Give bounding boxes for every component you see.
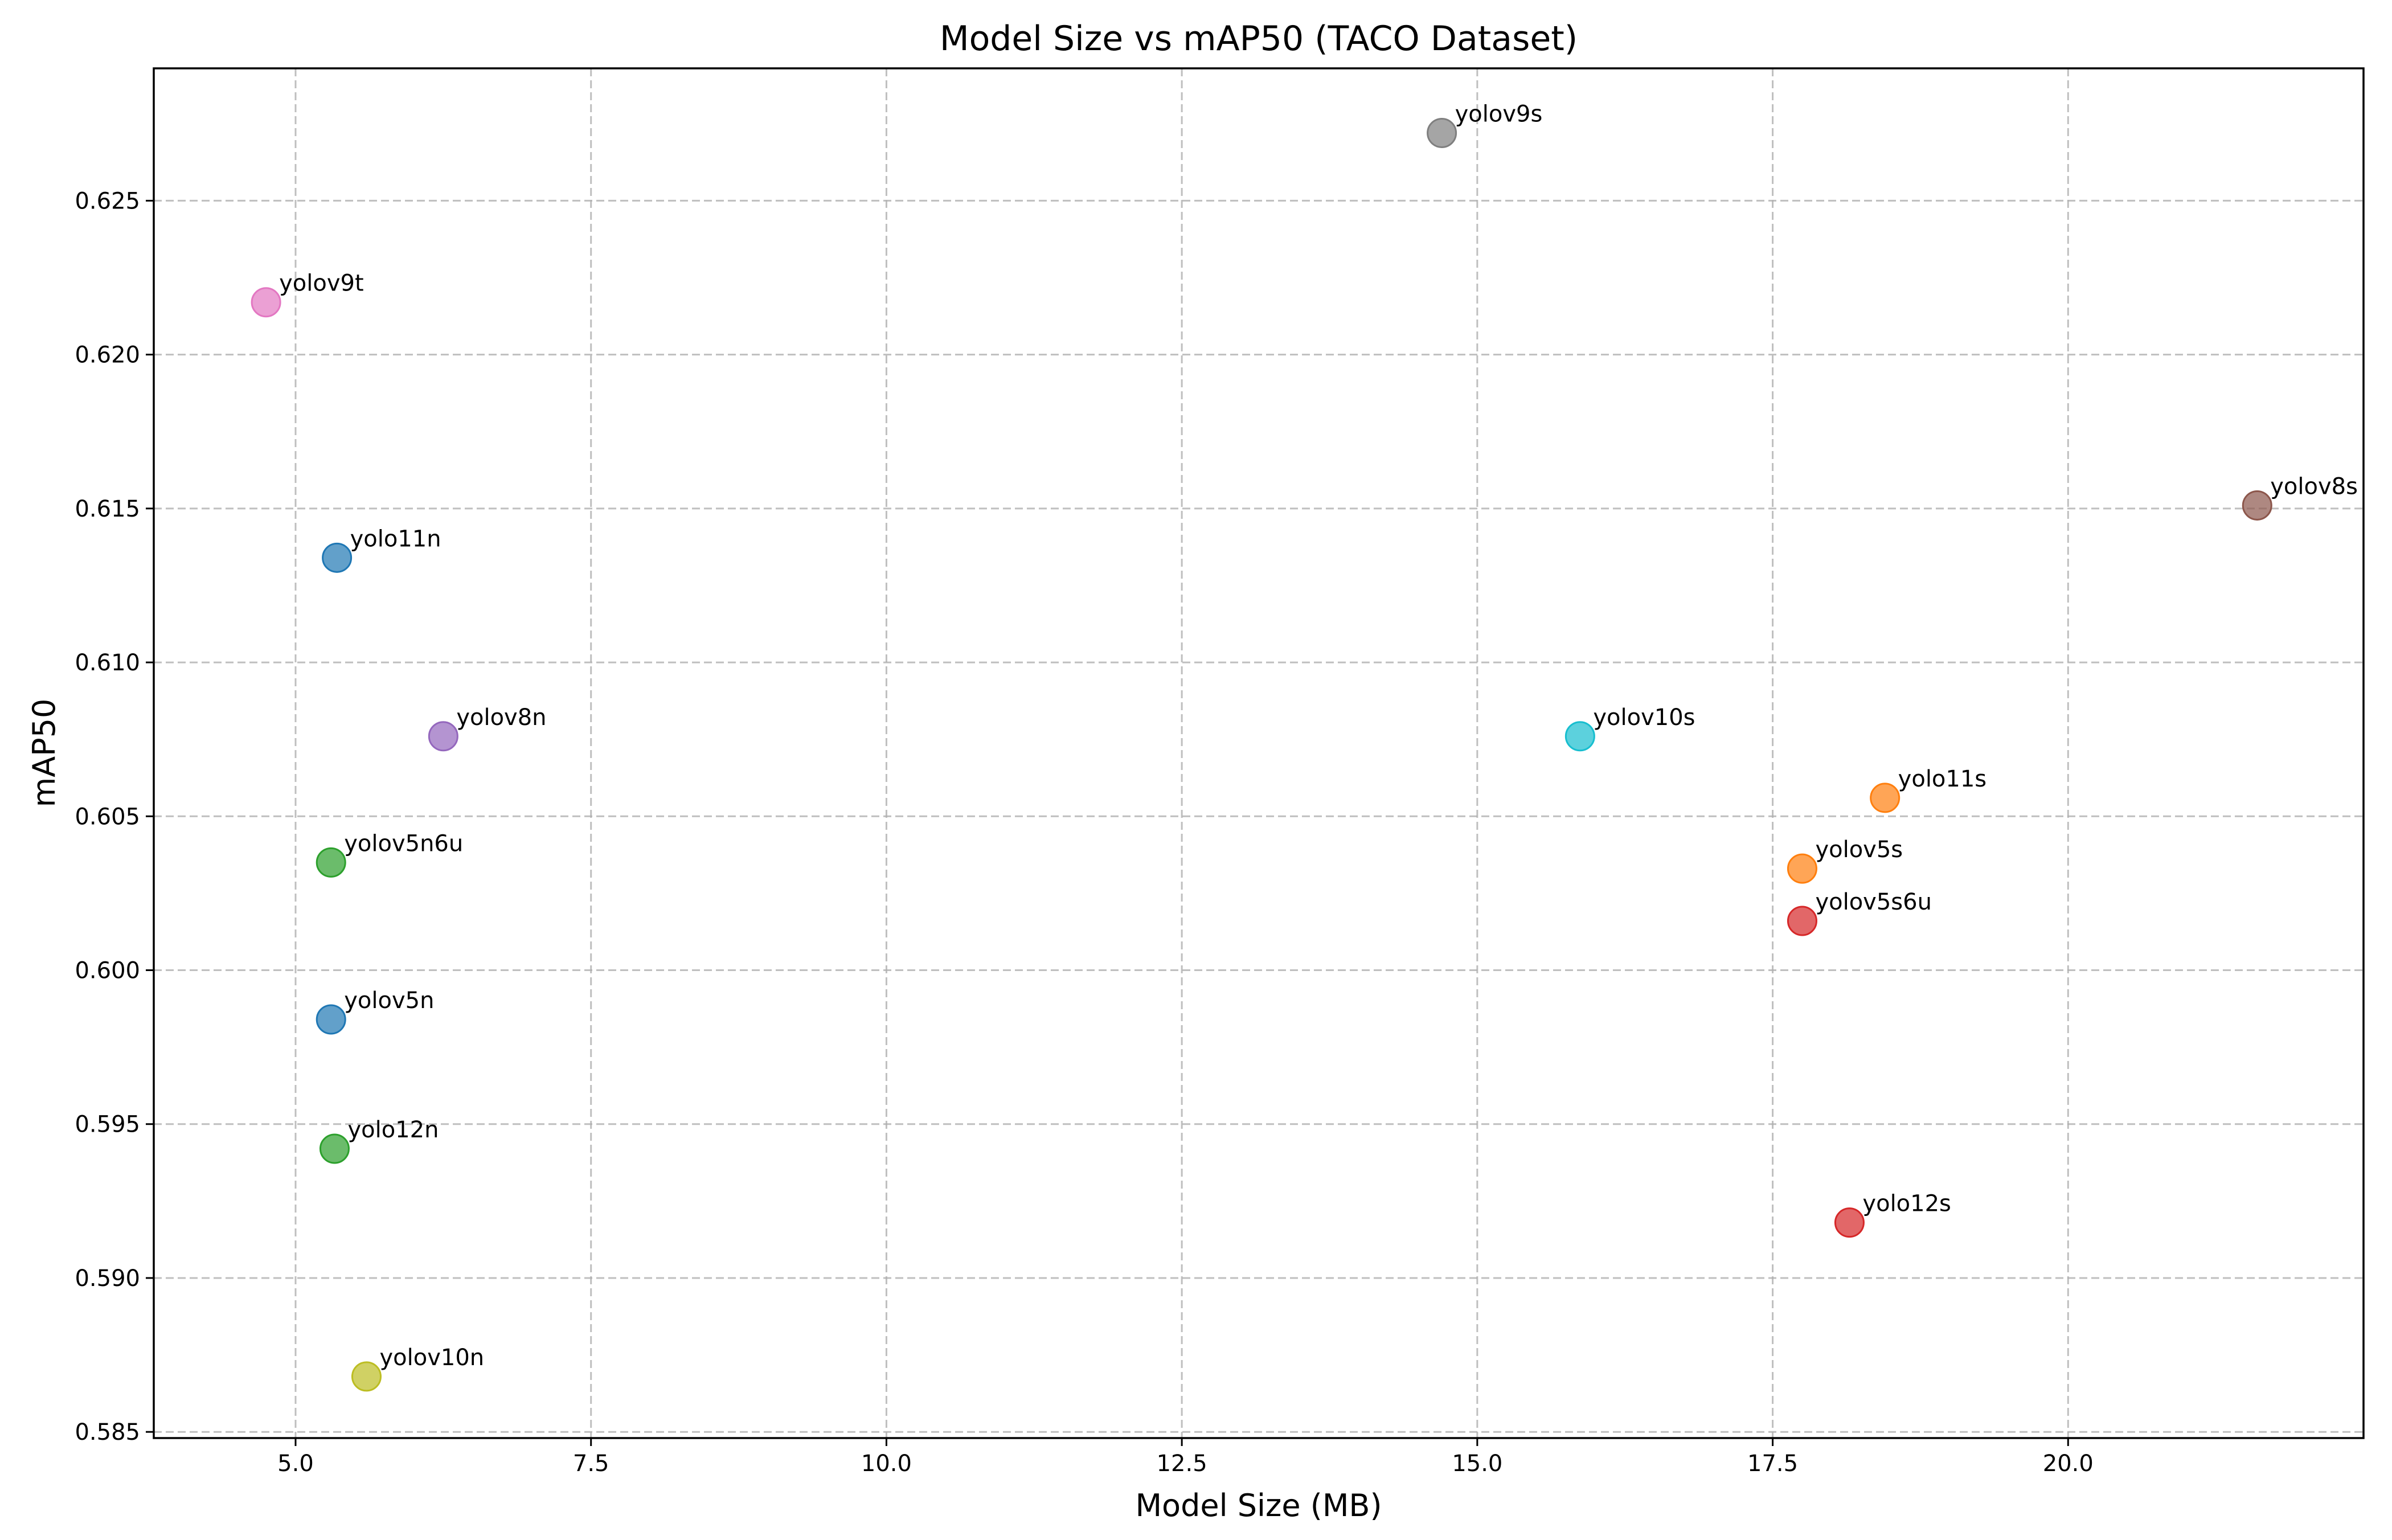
x-tick-label: 10.0 bbox=[861, 1451, 912, 1477]
point-label-yolov5s6u: yolov5s6u bbox=[1815, 889, 1932, 915]
y-tick-label: 0.605 bbox=[75, 804, 140, 830]
point-label-yolov9s: yolov9s bbox=[1455, 101, 1543, 127]
y-tick-label: 0.610 bbox=[75, 650, 140, 676]
data-point-yolo11n bbox=[322, 542, 353, 573]
data-point-yolov9s bbox=[1427, 117, 1457, 148]
grid-layer bbox=[154, 68, 2364, 1438]
x-tick-label: 7.5 bbox=[573, 1451, 609, 1477]
y-tick-label: 0.620 bbox=[75, 342, 140, 368]
point-label-layer: yolov9t yolo11n yolov8n yolov5n6u yolov5n yol… bbox=[279, 101, 2358, 1370]
y-tick-label: 0.595 bbox=[75, 1112, 140, 1138]
data-point-yolov10n bbox=[351, 1361, 382, 1392]
point-label-yolov10n: yolov10n bbox=[379, 1345, 484, 1371]
data-point-yolov8s bbox=[2242, 490, 2272, 521]
point-label-yolov10s: yolov10s bbox=[1593, 705, 1695, 731]
point-label-yolov8s: yolov8s bbox=[2270, 473, 2358, 499]
y-axis-label: mAP50 bbox=[26, 699, 62, 808]
data-point-yolov5s bbox=[1787, 853, 1817, 884]
point-label-yolov8n: yolov8n bbox=[456, 705, 546, 731]
point-label-yolo12s: yolo12s bbox=[1862, 1191, 1951, 1217]
x-tick-label: 20.0 bbox=[2043, 1451, 2094, 1477]
data-point-yolov5s6u bbox=[1787, 906, 1817, 936]
y-tick-label: 0.600 bbox=[75, 958, 140, 984]
point-layer bbox=[251, 117, 2272, 1392]
x-axis-label: Model Size (MB) bbox=[1135, 1488, 1382, 1523]
x-tick-label: 15.0 bbox=[1452, 1451, 1502, 1477]
point-label-yolo11n: yolo11n bbox=[350, 526, 441, 552]
y-tick-label: 0.585 bbox=[75, 1419, 140, 1445]
data-point-yolov5n6u bbox=[316, 847, 346, 878]
point-label-yolo11s: yolo11s bbox=[1898, 766, 1986, 792]
x-tick-label: 5.0 bbox=[277, 1451, 314, 1477]
tick-layer: 5.0 7.5 10.0 12.5 15.0 17.5 20.0 0.585 0.590 0.59… bbox=[75, 188, 2093, 1477]
data-point-yolov10s bbox=[1564, 721, 1595, 752]
point-label-yolo12n: yolo12n bbox=[347, 1117, 439, 1143]
data-point-yolov9t bbox=[251, 287, 281, 318]
x-tick-label: 12.5 bbox=[1157, 1451, 1207, 1477]
data-point-yolo11s bbox=[1870, 783, 1901, 813]
y-tick-label: 0.625 bbox=[75, 188, 140, 214]
point-label-yolov5n: yolov5n bbox=[344, 988, 434, 1014]
point-label-yolov5s: yolov5s bbox=[1815, 837, 1903, 863]
point-label-yolov5n6u: yolov5n6u bbox=[344, 830, 463, 857]
data-point-yolo12s bbox=[1834, 1207, 1865, 1238]
data-point-yolov8n bbox=[428, 721, 458, 752]
x-tick-label: 17.5 bbox=[1747, 1451, 1798, 1477]
y-tick-label: 0.590 bbox=[75, 1265, 140, 1292]
data-point-yolov5n bbox=[316, 1004, 346, 1035]
plot-frame bbox=[153, 67, 2365, 1439]
data-point-yolo12n bbox=[319, 1133, 350, 1164]
point-label-yolov9t: yolov9t bbox=[279, 271, 364, 297]
y-tick-label: 0.615 bbox=[75, 496, 140, 522]
chart-title: Model Size vs mAP50 (TACO Dataset) bbox=[940, 19, 1578, 59]
